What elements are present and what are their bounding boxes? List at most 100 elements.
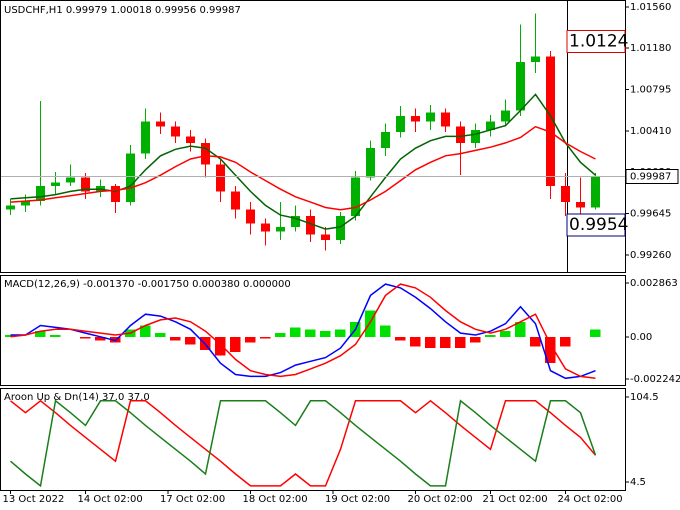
candle-body	[455, 126, 465, 143]
series-line	[10, 399, 597, 488]
series-line	[10, 283, 596, 380]
price-title: USDCHF,H1 0.99979 1.00018 0.99956 0.9998…	[4, 5, 241, 16]
histogram-bar	[425, 336, 436, 349]
candle-body	[560, 185, 570, 203]
price-label: 1.0124	[569, 32, 628, 52]
candle-body	[20, 201, 30, 206]
candle-body	[65, 177, 75, 183]
x-tick-label: 13 Oct 2022	[2, 494, 64, 505]
candle-body	[5, 205, 15, 210]
candle-body	[590, 176, 600, 208]
x-tick-label: 17 Oct 02:00	[160, 494, 225, 505]
candle-body	[500, 110, 510, 122]
y-tick-label: -0.002242	[630, 374, 680, 385]
price-label: 0.9954	[569, 215, 628, 235]
histogram-bar	[260, 336, 271, 339]
macd-title: MACD(12,26,9) -0.001370 -0.001750 0.0003…	[4, 279, 291, 290]
candle-body	[380, 132, 390, 149]
candle-body	[110, 185, 120, 203]
histogram-bar	[5, 334, 16, 337]
candle-body	[545, 56, 555, 186]
histogram-bar	[455, 336, 466, 349]
y-tick-label: 0.99645	[630, 208, 671, 219]
histogram-bar	[230, 336, 241, 352]
histogram-bar	[290, 327, 301, 337]
candle-body	[395, 115, 405, 133]
candle-body	[170, 126, 180, 137]
histogram-bar	[395, 336, 406, 341]
candle-body	[155, 121, 165, 127]
histogram-bar	[35, 331, 46, 337]
histogram-bar	[335, 329, 346, 337]
candle-body	[575, 202, 585, 208]
price-label-box	[566, 30, 626, 54]
candle-body	[470, 129, 480, 143]
candle-body	[530, 56, 540, 63]
candle-body	[80, 177, 90, 192]
x-tick-label: 24 Oct 02:00	[557, 494, 622, 505]
y-tick-label: 104.5	[630, 392, 659, 403]
candle-body	[515, 62, 525, 111]
macd-pane	[0, 275, 626, 386]
x-tick-label: 21 Oct 02:00	[482, 494, 547, 505]
candle-body	[425, 112, 435, 122]
x-tick-label: 18 Oct 02:00	[242, 494, 307, 505]
y-tick-label: 0.002863	[630, 278, 678, 289]
series-line	[10, 399, 597, 487]
histogram-bar	[80, 336, 91, 339]
histogram-bar	[590, 329, 601, 337]
y-tick-label: 1.00795	[630, 85, 671, 96]
histogram-bar	[320, 331, 331, 337]
candle-body	[275, 226, 285, 232]
histogram-bar	[275, 333, 286, 337]
histogram-bar	[95, 336, 106, 341]
y-tick-label: 4.5	[630, 477, 646, 488]
candle-body	[290, 216, 300, 227]
x-tick-label: 14 Oct 02:00	[77, 494, 142, 505]
candle-body	[485, 121, 495, 130]
histogram-bar	[515, 321, 526, 337]
series-line	[10, 283, 596, 380]
x-tick-label: 19 Oct 02:00	[325, 494, 390, 505]
x-tick-label: 20 Oct 02:00	[407, 494, 472, 505]
histogram-bar	[545, 336, 556, 364]
histogram-bar	[560, 336, 571, 347]
histogram-bar	[440, 336, 451, 349]
candle-body	[350, 177, 360, 217]
histogram-bar	[365, 310, 376, 337]
candle-body	[365, 148, 375, 178]
aroon-title: Aroon Up & Dn(14) 37.0 37.0	[4, 392, 150, 403]
histogram-bar	[185, 336, 196, 345]
histogram-bar	[140, 325, 151, 337]
last-price-label: 0.99987	[630, 172, 671, 183]
candle-body	[215, 164, 225, 192]
candle-body	[335, 216, 345, 240]
candle-body	[245, 209, 255, 224]
y-tick-label: 1.01560	[630, 2, 671, 13]
price-label-box	[566, 213, 626, 237]
candle-body	[320, 234, 330, 240]
histogram-bar	[245, 336, 256, 343]
histogram-bar	[380, 325, 391, 337]
candle-body	[200, 142, 210, 165]
candle-body	[410, 115, 420, 122]
y-tick-label: 1.01180	[630, 43, 671, 54]
histogram-bar	[155, 333, 166, 337]
price-pane	[0, 0, 626, 273]
candle-body	[35, 185, 45, 202]
candle-body	[260, 223, 270, 232]
series-line	[10, 125, 596, 211]
y-tick-label: 0.99260	[630, 250, 671, 261]
y-tick-label: 0.00	[630, 332, 652, 343]
candle-body	[230, 191, 240, 210]
histogram-bar	[485, 334, 496, 337]
histogram-bar	[470, 336, 481, 343]
candle-body	[125, 153, 135, 203]
histogram-bar	[500, 331, 511, 337]
candle-body	[50, 182, 60, 186]
last-price-box	[625, 169, 679, 185]
histogram-bar	[410, 336, 421, 347]
histogram-bar	[305, 329, 316, 337]
